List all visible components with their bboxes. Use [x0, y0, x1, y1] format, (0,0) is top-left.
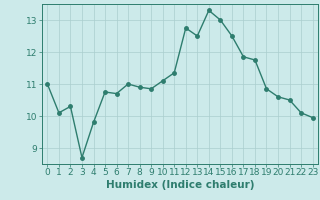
X-axis label: Humidex (Indice chaleur): Humidex (Indice chaleur) — [106, 180, 254, 190]
